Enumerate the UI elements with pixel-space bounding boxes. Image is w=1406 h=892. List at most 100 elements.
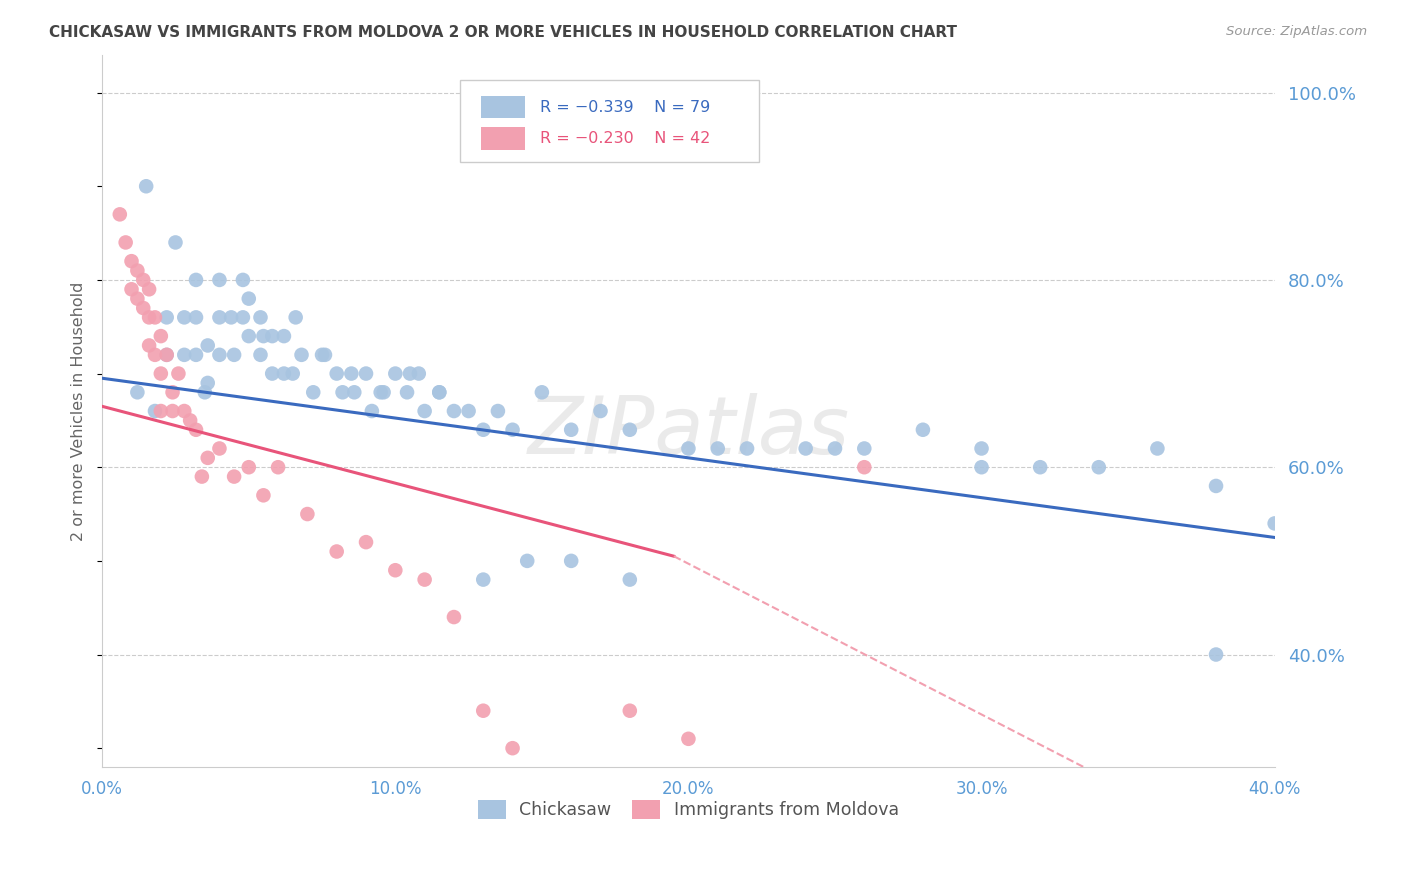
Bar	[481, 95, 526, 119]
Point	[132, 273, 155, 287]
Point	[853, 460, 876, 475]
Point	[794, 442, 817, 456]
Point	[370, 385, 392, 400]
Point	[413, 573, 436, 587]
Point	[252, 329, 274, 343]
Point	[173, 310, 195, 325]
Point	[262, 367, 284, 381]
Point	[208, 273, 231, 287]
Point	[127, 385, 149, 400]
Point	[560, 769, 582, 783]
Point	[224, 348, 246, 362]
Point	[273, 329, 295, 343]
Point	[224, 469, 246, 483]
Point	[678, 731, 700, 746]
Text: R = −0.230    N = 42: R = −0.230 N = 42	[540, 131, 710, 146]
Point	[262, 329, 284, 343]
Point	[143, 310, 166, 325]
Point	[121, 282, 143, 296]
Point	[208, 348, 231, 362]
Point	[1146, 442, 1168, 456]
Point	[340, 367, 363, 381]
Point	[619, 573, 641, 587]
Point	[706, 442, 728, 456]
Point	[589, 404, 612, 418]
Point	[232, 310, 254, 325]
Point	[560, 423, 582, 437]
Bar	[481, 127, 526, 150]
Point	[135, 179, 157, 194]
Point	[143, 404, 166, 418]
Point	[290, 348, 312, 362]
Point	[138, 310, 160, 325]
Point	[502, 423, 524, 437]
Point	[853, 442, 876, 456]
Point	[399, 367, 422, 381]
Point	[427, 385, 450, 400]
Point	[121, 254, 143, 268]
Point	[373, 385, 395, 400]
Point	[354, 535, 377, 549]
Point	[354, 367, 377, 381]
Point	[560, 554, 582, 568]
Point	[165, 235, 187, 250]
Point	[238, 292, 260, 306]
Point	[408, 367, 430, 381]
Y-axis label: 2 or more Vehicles in Household: 2 or more Vehicles in Household	[72, 281, 86, 541]
Point	[325, 367, 347, 381]
Point	[472, 704, 495, 718]
Point	[516, 554, 538, 568]
Point	[208, 310, 231, 325]
Point	[252, 488, 274, 502]
Point	[156, 348, 179, 362]
Point	[173, 348, 195, 362]
Point	[127, 263, 149, 277]
Point	[219, 310, 242, 325]
Point	[530, 385, 553, 400]
Point	[138, 282, 160, 296]
Point	[114, 235, 136, 250]
Point	[184, 423, 207, 437]
Point	[179, 413, 201, 427]
Point	[1205, 648, 1227, 662]
Point	[173, 404, 195, 418]
Point	[486, 404, 509, 418]
Point	[249, 310, 271, 325]
Point	[232, 273, 254, 287]
Text: ZIPatlas: ZIPatlas	[527, 393, 849, 471]
Point	[824, 442, 846, 456]
Text: Source: ZipAtlas.com: Source: ZipAtlas.com	[1226, 25, 1367, 38]
Point	[208, 442, 231, 456]
Point	[156, 348, 179, 362]
Point	[184, 273, 207, 287]
Point	[143, 348, 166, 362]
Point	[267, 460, 290, 475]
Point	[197, 376, 219, 390]
Point	[360, 404, 382, 418]
Point	[167, 367, 190, 381]
Point	[281, 367, 304, 381]
Point	[302, 385, 325, 400]
Point	[273, 367, 295, 381]
Point	[443, 610, 465, 624]
Point	[156, 310, 179, 325]
Point	[619, 704, 641, 718]
Text: R = −0.339    N = 79: R = −0.339 N = 79	[540, 100, 710, 114]
Point	[284, 310, 307, 325]
Point	[384, 367, 406, 381]
Text: CHICKASAW VS IMMIGRANTS FROM MOLDOVA 2 OR MORE VEHICLES IN HOUSEHOLD CORRELATION: CHICKASAW VS IMMIGRANTS FROM MOLDOVA 2 O…	[49, 25, 957, 40]
Point	[311, 348, 333, 362]
Point	[427, 385, 450, 400]
Point	[343, 385, 366, 400]
Point	[238, 460, 260, 475]
FancyBboxPatch shape	[460, 80, 759, 162]
Point	[108, 207, 131, 221]
Point	[1264, 516, 1286, 531]
Point	[132, 301, 155, 315]
Point	[332, 385, 354, 400]
Point	[619, 423, 641, 437]
Point	[1088, 460, 1111, 475]
Point	[413, 404, 436, 418]
Point	[197, 338, 219, 352]
Point	[911, 423, 934, 437]
